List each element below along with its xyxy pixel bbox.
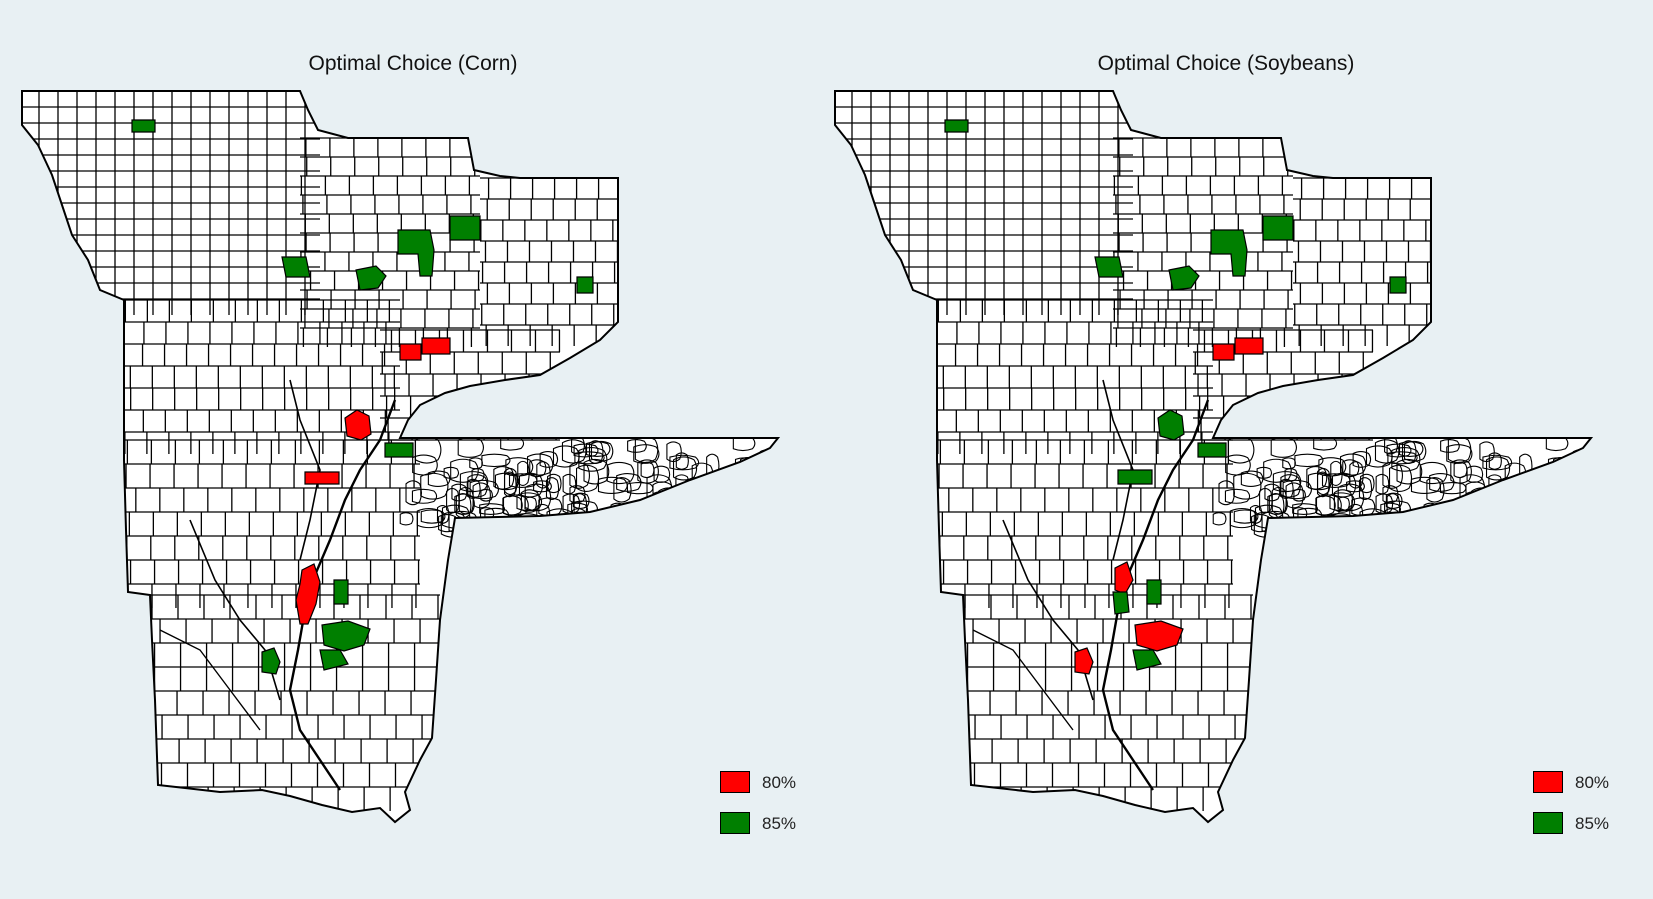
legend-swatch-green (720, 812, 750, 834)
county-85pct (1132, 649, 1162, 671)
legend-swatch-green (1533, 812, 1563, 834)
county-85pct (449, 215, 481, 241)
county-85pct (1094, 256, 1124, 278)
legend-item-85: 85% (720, 812, 840, 838)
legend-label-80: 80% (1575, 773, 1610, 792)
county-80pct (421, 337, 451, 355)
legend-item-80: 80% (1533, 771, 1653, 797)
county-85pct (1117, 469, 1153, 485)
region-outline (834, 90, 1594, 824)
legend-swatch-red (1533, 771, 1563, 793)
county-85pct (576, 276, 594, 294)
county-85pct (944, 119, 969, 133)
county-85pct (1112, 591, 1130, 615)
county-85pct (333, 579, 349, 605)
legend-label-85: 85% (762, 814, 797, 833)
county-85pct (355, 265, 387, 291)
county-85pct (1389, 276, 1407, 294)
legend-label-85: 85% (1575, 814, 1610, 833)
county-85pct (321, 620, 371, 652)
corn-map-panel: Optimal Choice (Corn) 80% 85% (0, 0, 826, 899)
soybean-map-panel: Optimal Choice (Soybeans) 80% 85% (813, 0, 1639, 899)
county-80pct (1212, 343, 1235, 361)
legend-item-85: 85% (1533, 812, 1653, 838)
corn-county-map (21, 90, 781, 824)
county-80pct (304, 471, 340, 485)
county-85pct (319, 649, 349, 671)
county-85pct (1197, 442, 1227, 458)
county-85pct (1262, 215, 1294, 241)
county-85pct (261, 647, 281, 675)
county-80pct (399, 343, 422, 361)
county-80pct (1114, 561, 1134, 595)
county-80pct (1234, 337, 1264, 355)
soybean-county-map (834, 90, 1594, 824)
county-80pct (344, 409, 372, 441)
county-85pct (384, 442, 414, 458)
county-85pct (1210, 229, 1248, 277)
county-85pct (1168, 265, 1200, 291)
legend-label-80: 80% (762, 773, 797, 792)
soybean-map-title: Optimal Choice (Soybeans) (1097, 52, 1355, 75)
county-85pct (1146, 579, 1162, 605)
region-outline (21, 90, 781, 824)
county-80pct (295, 563, 321, 625)
county-80pct (1074, 647, 1094, 675)
county-85pct (1157, 409, 1185, 441)
legend-swatch-red (720, 771, 750, 793)
county-80pct (1134, 620, 1184, 652)
county-85pct (397, 229, 435, 277)
county-85pct (131, 119, 156, 133)
corn-map-title: Optimal Choice (Corn) (308, 52, 518, 75)
county-85pct (281, 256, 311, 278)
legend-item-80: 80% (720, 771, 840, 797)
